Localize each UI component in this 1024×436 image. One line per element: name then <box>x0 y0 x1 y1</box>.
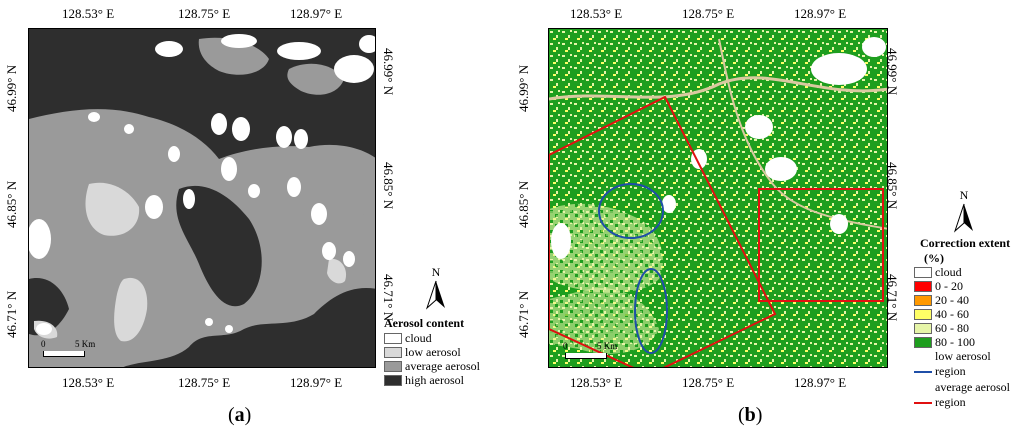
legend-swatch <box>384 333 402 344</box>
lon-tick-bottom: 128.97° E <box>794 375 847 390</box>
legend-swatch <box>384 361 402 372</box>
lon-tick-top: 128.75° E <box>682 6 735 21</box>
legend-line-low-aerosol: region <box>914 364 966 379</box>
lon-tick-bottom: 128.75° E <box>682 375 735 390</box>
legend-item-cloud: cloud <box>384 331 432 346</box>
scale-end-label: 5 Km <box>75 339 96 349</box>
legend-item-cloud: cloud <box>914 265 962 280</box>
lon-tick-top: 128.53° E <box>62 6 115 21</box>
lon-tick-bottom: 128.53° E <box>62 375 115 390</box>
legend-swatch <box>384 375 402 386</box>
scale-end-label: 5 Km <box>597 341 618 351</box>
legend-label: cloud <box>935 265 962 279</box>
lon-tick-top: 128.53° E <box>570 6 623 21</box>
north-label: N <box>959 188 969 202</box>
panel-label-a: (a) <box>228 404 252 426</box>
legend-label: region <box>935 364 966 378</box>
scale-start-label: 0 <box>563 341 568 351</box>
lat-tick-left: 46.99° N <box>4 64 19 112</box>
lon-tick-bottom: 128.75° E <box>178 375 231 390</box>
legend-label: region <box>935 395 966 409</box>
legend-label: high aerosol <box>405 373 464 387</box>
legend-label: 0 - 20 <box>935 279 963 293</box>
legend-line-average-aerosol: region <box>914 395 966 410</box>
legend-label: low aerosol <box>935 349 991 363</box>
legend-item-high-aerosol: high aerosol <box>384 373 464 388</box>
lon-tick-top: 128.97° E <box>794 6 847 21</box>
lat-tick-left: 46.85° N <box>516 180 531 228</box>
lon-tick-top: 128.75° E <box>178 6 231 21</box>
legend-title: Aerosol content <box>384 316 465 330</box>
legend-item-40-60: 40 - 60 <box>914 307 969 322</box>
legend-label: low aerosol <box>405 345 461 359</box>
legend-label: 20 - 40 <box>935 293 969 307</box>
legend-label: 80 - 100 <box>935 335 975 349</box>
lat-tick-left: 46.99° N <box>516 64 531 112</box>
legend-label: 60 - 80 <box>935 321 969 335</box>
legend-item-low-aerosol-region: low aerosol <box>914 349 991 364</box>
lon-tick-bottom: 128.53° E <box>570 375 623 390</box>
legend-item-low-aerosol: low aerosol <box>384 345 461 360</box>
legend-title: Correction extent <box>920 236 1011 250</box>
correction-map: 0 5 Km <box>548 28 888 368</box>
legend-swatch <box>914 309 932 320</box>
legend-swatch <box>914 281 932 292</box>
north-arrow-icon <box>953 203 973 233</box>
legend-item-average-aerosol-region: average aerosol <box>914 380 1010 395</box>
legend-swatch <box>914 295 932 306</box>
legend-label: cloud <box>405 331 432 345</box>
north-label: N <box>431 265 441 279</box>
legend-label: 40 - 60 <box>935 307 969 321</box>
panel-label-b: (b) <box>738 404 763 426</box>
lat-tick-right: 46.99° N <box>381 48 396 96</box>
legend-line-swatch <box>914 401 932 404</box>
north-arrow: N <box>424 265 448 310</box>
lat-tick-left: 46.71° N <box>516 290 531 338</box>
legend-item-20-40: 20 - 40 <box>914 293 969 308</box>
legend-item-80-100: 80 - 100 <box>914 335 975 350</box>
legend-swatch <box>384 347 402 358</box>
panel-b: 128.53° E 128.75° E 128.97° E 46.99° N 4… <box>512 0 1024 436</box>
lon-tick-top: 128.97° E <box>290 6 343 21</box>
aerosol-map: 0 5 Km <box>28 28 376 368</box>
lat-tick-right: 46.85° N <box>381 162 396 210</box>
legend-label: average aerosol <box>405 359 480 373</box>
legend-swatch <box>914 337 932 348</box>
panel-a: 128.53° E 128.75° E 128.97° E 46.99° N 4… <box>4 6 480 426</box>
legend-swatch <box>914 323 932 334</box>
legend-item-average-aerosol: average aerosol <box>384 359 480 374</box>
legend-item-60-80: 60 - 80 <box>914 321 969 336</box>
lat-tick-left: 46.71° N <box>4 290 19 338</box>
legend-label: average aerosol <box>935 380 1010 394</box>
legend-unit: (%) <box>924 251 944 265</box>
scale-start-label: 0 <box>41 339 46 349</box>
legend-line-swatch <box>914 370 932 373</box>
legend-item-0-20: 0 - 20 <box>914 279 963 294</box>
north-arrow-icon <box>425 280 445 310</box>
lat-tick-right: 46.71° N <box>381 274 396 322</box>
north-arrow: N <box>952 188 976 233</box>
lon-tick-bottom: 128.97° E <box>290 375 343 390</box>
lat-tick-left: 46.85° N <box>4 180 19 228</box>
legend-swatch <box>914 267 932 278</box>
